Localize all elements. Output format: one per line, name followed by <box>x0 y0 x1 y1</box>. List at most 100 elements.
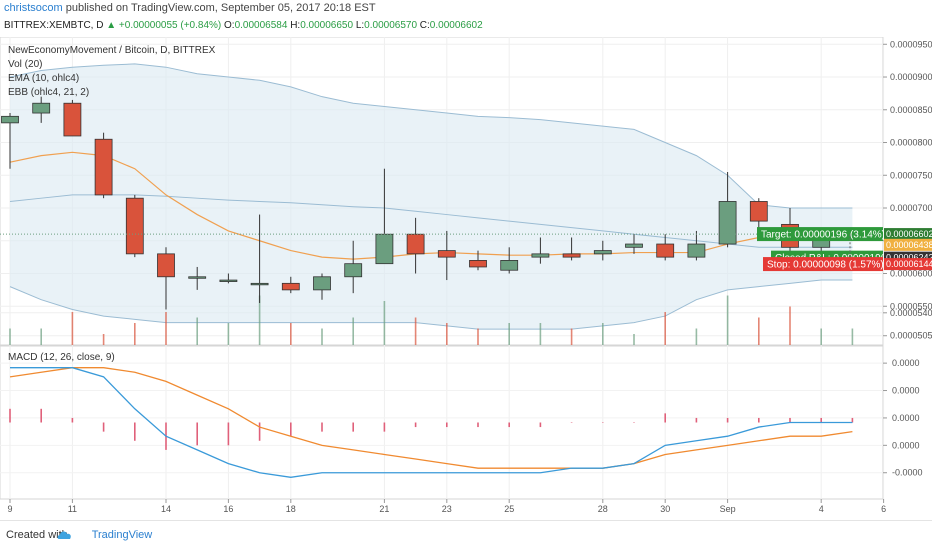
tradingview-cloud-icon <box>57 531 71 539</box>
macd-histogram-bar <box>820 417 822 423</box>
macd-histogram-bar <box>758 417 760 423</box>
macd-tick-label: 0.0000 <box>892 413 920 423</box>
low-label: L: <box>355 20 365 31</box>
volume-bar <box>227 323 230 345</box>
ema-line <box>9 151 853 260</box>
price-badge <box>884 228 932 241</box>
macd-histogram-bar <box>851 417 854 423</box>
macd-histogram-bar <box>71 417 74 423</box>
macd-histogram-bar <box>602 422 604 423</box>
author-link[interactable]: christsocom <box>4 2 63 14</box>
volume-bar <box>40 328 42 345</box>
x-tick-label: 14 <box>161 504 171 514</box>
x-tick-label: 28 <box>598 504 608 514</box>
volume-bar <box>726 295 729 345</box>
price-badge <box>884 258 932 271</box>
created-with-text: Created with TradingView <box>6 529 152 541</box>
macd-histogram-bar <box>508 422 510 428</box>
tradingview-brand[interactable]: TradingView <box>91 529 153 541</box>
candle-body[interactable] <box>313 276 331 291</box>
macd-pane[interactable] <box>0 345 884 500</box>
macd-tick-label: -0.0000 <box>892 468 923 478</box>
candle-body[interactable] <box>157 253 175 278</box>
bollinger-lower-line <box>9 279 853 330</box>
candle-body[interactable] <box>718 201 737 245</box>
candle-body[interactable] <box>406 233 425 255</box>
candle-body[interactable] <box>531 253 550 258</box>
bollinger-band-fill <box>10 63 853 330</box>
candle-body[interactable] <box>625 243 643 248</box>
volume-bar <box>71 312 74 345</box>
volume-bar <box>664 312 666 345</box>
macd-histogram-bar <box>414 422 417 428</box>
macd-histogram-bar <box>196 422 198 446</box>
macd-signal-line <box>9 367 853 469</box>
close-label: C: <box>419 20 430 31</box>
close-value: 0.00006602 <box>429 20 483 31</box>
candle-body[interactable] <box>656 243 675 258</box>
high-value: 0.00006650 <box>300 20 354 31</box>
candle-body[interactable] <box>281 282 300 291</box>
x-tick-label: 23 <box>442 504 452 514</box>
candle-body[interactable] <box>375 233 394 265</box>
candle-body[interactable] <box>437 250 456 258</box>
volume-bar <box>196 317 198 345</box>
candle-body[interactable] <box>344 263 363 278</box>
candle-body[interactable] <box>250 282 269 286</box>
macd-histogram-bar <box>40 408 42 423</box>
candle-body[interactable] <box>219 279 238 282</box>
candle-body[interactable] <box>32 102 51 114</box>
candle-body[interactable] <box>562 253 581 258</box>
candle-body[interactable] <box>94 138 113 196</box>
change-up-icon: ▲ <box>106 20 117 31</box>
bollinger-middle-line <box>9 194 853 248</box>
legend-macd: MACD (12, 26, close, 9) <box>8 352 115 363</box>
volume-bar <box>602 323 604 345</box>
candle-body[interactable] <box>687 243 706 258</box>
candle-body[interactable] <box>749 201 768 222</box>
candle-body[interactable] <box>469 260 487 268</box>
macd-histogram-bar <box>789 417 791 423</box>
macd-histogram-bar <box>539 422 542 428</box>
chart-header: christsocom published on TradingView.com… <box>0 0 932 37</box>
volume-bar <box>633 334 635 345</box>
price-badge-label: 0.00006144 <box>886 259 932 269</box>
candle-body[interactable] <box>188 276 207 279</box>
macd-histogram-bar <box>570 422 573 423</box>
x-tick-label: 25 <box>504 504 514 514</box>
candle-body[interactable] <box>63 102 82 137</box>
macd-histogram-bar <box>134 422 136 441</box>
volume-bar <box>477 328 479 345</box>
candle-body[interactable] <box>500 260 519 271</box>
macd-line <box>10 367 853 478</box>
x-tick-label: 16 <box>223 504 233 514</box>
candle-body[interactable] <box>125 197 144 255</box>
price-badge-label: 0.00006602 <box>886 229 932 239</box>
price-badge-label: 0.00006242 <box>886 253 932 263</box>
price-badge-label: 0.00006438 <box>886 240 932 250</box>
macd-histogram-bar <box>446 422 448 428</box>
trade-stop-box[interactable] <box>763 257 883 272</box>
publish-line: christsocom published on TradingView.com… <box>4 2 376 14</box>
macd-tick-label: 0.0000 <box>892 440 920 450</box>
volume-bar <box>290 323 292 345</box>
candle-body[interactable] <box>1 115 19 124</box>
volume-bar <box>9 328 11 345</box>
macd-histogram-bar <box>477 422 479 428</box>
low-value: 0.00006570 <box>364 20 418 31</box>
volume-bar <box>539 323 542 345</box>
candle-body[interactable] <box>593 250 612 255</box>
price-badge <box>884 238 932 251</box>
high-label: H: <box>290 20 301 31</box>
trade-target-box[interactable] <box>757 227 883 242</box>
